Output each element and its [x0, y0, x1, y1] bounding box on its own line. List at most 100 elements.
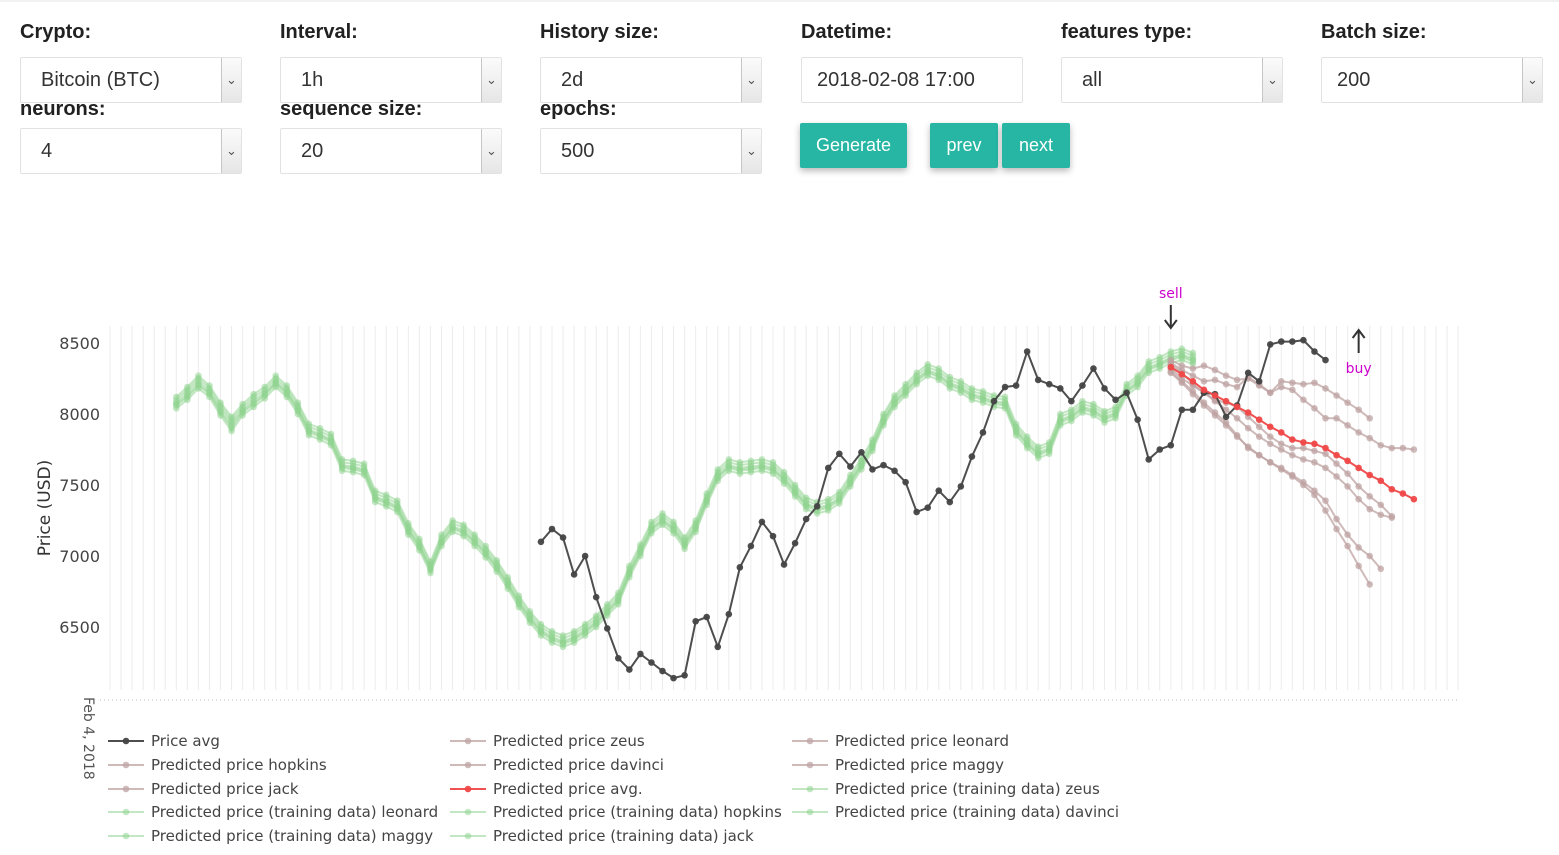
data-point [1189, 387, 1197, 395]
chevron-down-icon[interactable]: ⌄ [1522, 58, 1542, 102]
data-point [1167, 363, 1175, 371]
data-point [1322, 444, 1329, 452]
batch-select-value: 200 [1337, 69, 1371, 91]
legend-item-label[interactable]: Predicted price (training data) jack [493, 827, 754, 845]
legend-item-label[interactable]: Predicted price maggy [835, 756, 1004, 774]
data-point [990, 392, 998, 399]
datetime-input[interactable] [801, 57, 1023, 103]
data-point [836, 495, 843, 503]
legend-item-label[interactable]: Predicted price (training data) hopkins [493, 803, 782, 821]
legend-item-label[interactable]: Predicted price jack [151, 780, 299, 798]
data-point [1145, 365, 1152, 372]
data-point [1112, 410, 1119, 418]
legend-swatch-dot [806, 808, 814, 816]
legend-swatch-dot [122, 785, 130, 793]
generate-button[interactable]: Generate [800, 123, 907, 168]
batch-label: Batch size: [1321, 21, 1427, 43]
data-point [438, 531, 445, 538]
data-point [1123, 389, 1130, 396]
data-point [913, 508, 920, 516]
data-point [1178, 352, 1186, 360]
data-point [1266, 440, 1274, 448]
features-select[interactable]: all ⌄ [1061, 57, 1283, 103]
data-point [659, 517, 666, 524]
data-point [1278, 378, 1285, 385]
prev-button[interactable]: prev [930, 123, 998, 168]
data-point [1057, 385, 1064, 392]
data-point [1222, 372, 1230, 379]
chevron-down-icon[interactable]: ⌄ [221, 129, 241, 173]
crypto-select[interactable]: Bitcoin (BTC) ⌄ [20, 57, 242, 103]
data-point [1377, 477, 1385, 485]
legend-item-label[interactable]: Predicted price (training data) zeus [835, 780, 1100, 798]
legend-item-label[interactable]: Predicted price davinci [493, 756, 664, 774]
data-point [1333, 525, 1340, 533]
data-point [581, 552, 589, 560]
data-point [559, 632, 567, 639]
chevron-down-icon[interactable]: ⌄ [741, 129, 761, 173]
chevron-down-icon[interactable]: ⌄ [1262, 58, 1282, 102]
data-point [592, 612, 600, 619]
epochs-select[interactable]: 500 ⌄ [540, 128, 762, 174]
data-point [714, 473, 722, 480]
data-point [946, 498, 954, 506]
data-point [1366, 505, 1373, 513]
data-point [1388, 512, 1396, 520]
data-point [1311, 405, 1318, 412]
batch-select[interactable]: 200 ⌄ [1321, 57, 1543, 103]
datetime-label: Datetime: [801, 21, 893, 43]
data-point [847, 463, 854, 470]
data-point [1322, 385, 1329, 392]
legend-item-label[interactable]: Predicted price (training data) maggy [151, 827, 433, 845]
chevron-down-icon[interactable]: ⌄ [481, 58, 501, 102]
legend-item-label[interactable]: Predicted price hopkins [151, 756, 327, 774]
legend-item-label[interactable]: Predicted price leonard [835, 732, 1009, 750]
history-select[interactable]: 2d ⌄ [540, 57, 762, 103]
data-point [1189, 378, 1197, 385]
data-point [1211, 392, 1219, 399]
data-point [1266, 423, 1274, 431]
next-button[interactable]: next [1002, 123, 1070, 168]
legend-item-label[interactable]: Predicted price (training data) davinci [835, 803, 1119, 821]
legend-swatch-dot [464, 737, 472, 745]
legend-item-label[interactable]: Price avg [151, 732, 220, 750]
data-point [349, 457, 357, 465]
data-point [747, 457, 755, 465]
legend-item-label[interactable]: Predicted price (training data) leonard [151, 803, 438, 821]
sequence-select[interactable]: 20 ⌄ [280, 128, 502, 174]
data-point [294, 406, 302, 414]
legend-swatch-dot [806, 785, 814, 793]
chevron-down-icon[interactable]: ⌄ [741, 58, 761, 102]
data-point [1366, 493, 1373, 500]
interval-select[interactable]: 1h ⌄ [280, 57, 502, 103]
data-point [769, 466, 777, 473]
data-point [1410, 446, 1418, 453]
data-point [283, 389, 291, 396]
data-point [869, 466, 876, 473]
data-point [1377, 501, 1385, 509]
data-point [1178, 378, 1186, 385]
legend-swatch-dot [806, 761, 814, 769]
data-point [791, 488, 799, 496]
buy-label: buy [1346, 361, 1372, 377]
data-point [360, 460, 368, 467]
data-point [637, 650, 644, 658]
data-point [714, 643, 722, 651]
data-point [1034, 376, 1042, 384]
legend-swatch-dot [464, 761, 472, 769]
chevron-down-icon[interactable]: ⌄ [481, 129, 501, 173]
data-point [1344, 399, 1351, 406]
data-point [1322, 450, 1329, 458]
data-point [1156, 353, 1164, 361]
chevron-down-icon[interactable]: ⌄ [221, 58, 241, 102]
neurons-select[interactable]: 4 ⌄ [20, 128, 242, 174]
data-point [1333, 473, 1340, 480]
legend-item-label[interactable]: Predicted price avg. [493, 780, 643, 798]
data-point [648, 525, 655, 533]
data-point [1344, 483, 1351, 490]
legend-item-label[interactable]: Predicted price zeus [493, 732, 645, 750]
data-point [1278, 464, 1285, 472]
data-point [603, 600, 611, 608]
data-point [1355, 483, 1362, 490]
data-point [592, 619, 600, 627]
